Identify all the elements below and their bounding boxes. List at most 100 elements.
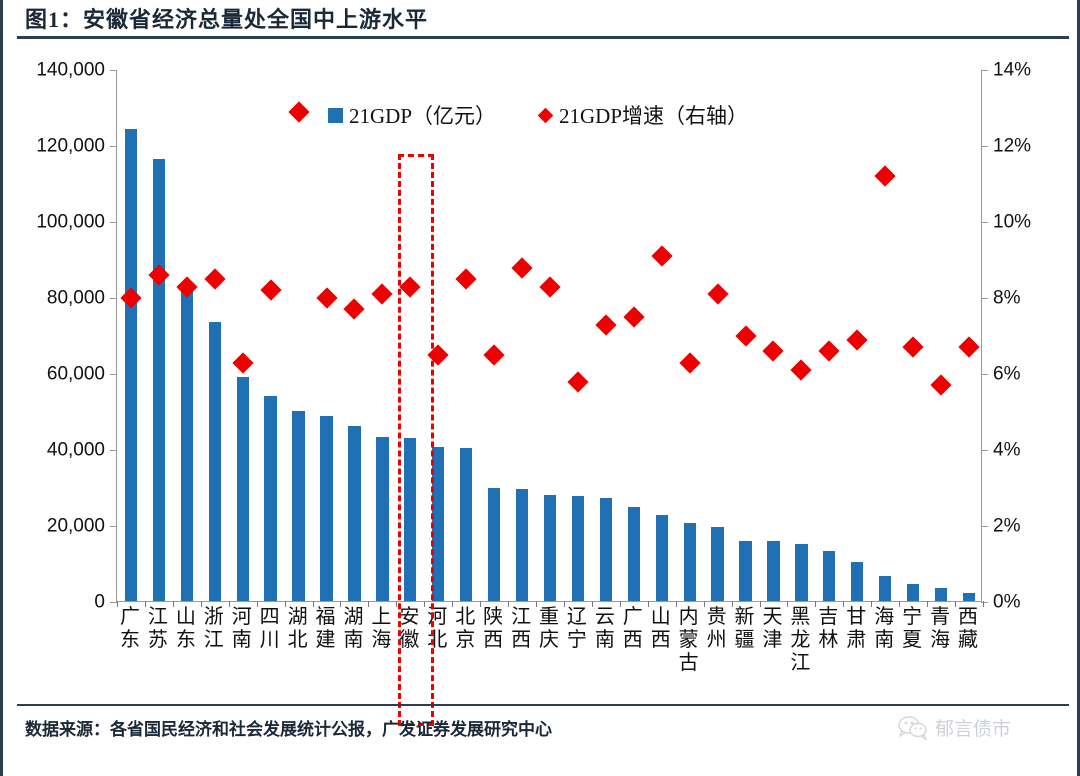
bar-广东 bbox=[124, 129, 138, 601]
x-axis-tick bbox=[536, 601, 538, 607]
x-axis-tick bbox=[983, 601, 984, 607]
chart-area: 21GDP（亿元） 21GDP增速（右轴） 0 20,000 40,000 60,00… bbox=[3, 44, 1080, 726]
y-axis-left-label: 40,000 bbox=[46, 439, 105, 461]
y-axis-left-label: 60,000 bbox=[46, 363, 105, 385]
datapoint-江西 bbox=[511, 256, 533, 279]
y-axis-right-label: 8% bbox=[993, 287, 1021, 309]
x-axis-tick bbox=[815, 601, 817, 607]
x-axis-label-青海: 青海 bbox=[930, 606, 951, 652]
bar-宁夏 bbox=[907, 583, 920, 601]
y-axis-right-tick bbox=[981, 222, 988, 223]
bar-江西 bbox=[515, 488, 529, 601]
x-axis-label-江苏: 江苏 bbox=[147, 606, 168, 652]
x-axis-label-陕西: 陕西 bbox=[483, 606, 504, 652]
x-axis-tick bbox=[117, 601, 118, 607]
legend-item-gdp: 21GDP（亿元） bbox=[328, 100, 496, 130]
bar-山东 bbox=[180, 285, 193, 601]
y-axis-left-label: 80,000 bbox=[46, 287, 105, 309]
footer-divider bbox=[17, 704, 1069, 706]
x-axis-tick bbox=[396, 601, 398, 607]
x-axis-label-西藏: 西藏 bbox=[958, 606, 979, 652]
x-axis-tick bbox=[843, 601, 845, 607]
bar-山西 bbox=[655, 515, 668, 601]
x-axis-tick bbox=[703, 601, 705, 607]
datapoint-云南 bbox=[595, 313, 617, 336]
datapoint-新疆 bbox=[734, 325, 757, 347]
x-axis-tick bbox=[759, 601, 761, 607]
legend-label-gdp: 21GDP（亿元） bbox=[349, 104, 497, 128]
chart-legend: 21GDP（亿元） 21GDP增速（右轴） bbox=[328, 100, 748, 130]
datapoint-辽宁 bbox=[567, 370, 589, 393]
bar-重庆 bbox=[543, 494, 557, 601]
datapoint-黑龙江 bbox=[790, 359, 813, 381]
bar-海南 bbox=[879, 576, 892, 601]
x-axis-label-重庆: 重庆 bbox=[539, 606, 559, 652]
bar-辽宁 bbox=[571, 496, 585, 601]
x-axis-label-广东: 广东 bbox=[119, 606, 140, 652]
x-axis-tick bbox=[675, 601, 677, 607]
x-axis-tick bbox=[228, 601, 230, 607]
datapoint-青海 bbox=[930, 374, 952, 396]
x-axis-label-黑龙江: 黑龙江 bbox=[790, 606, 811, 675]
y-axis-right-tick bbox=[981, 374, 988, 375]
datapoint-北京 bbox=[455, 268, 477, 290]
x-axis-label-广西: 广西 bbox=[622, 606, 643, 652]
y-axis-left-tick bbox=[110, 298, 117, 299]
bar-河北 bbox=[432, 447, 445, 601]
datapoint-广东 bbox=[120, 287, 142, 309]
x-axis-tick bbox=[424, 601, 426, 607]
x-axis-tick bbox=[899, 601, 901, 607]
x-axis-tick bbox=[619, 601, 621, 607]
x-axis-tick bbox=[480, 601, 482, 607]
bar-青海 bbox=[934, 588, 948, 601]
watermark: 郁言债市 bbox=[898, 714, 1011, 741]
x-axis-label-河南: 河南 bbox=[231, 606, 252, 652]
x-axis-tick bbox=[368, 601, 370, 607]
x-axis-label-上海: 上海 bbox=[371, 606, 392, 652]
page-title: 图1：安徽省经济总量处全国中上游水平 bbox=[25, 7, 429, 32]
bar-江苏 bbox=[152, 158, 166, 601]
y-axis-right-tick bbox=[981, 450, 988, 451]
bar-四川 bbox=[264, 396, 277, 601]
y-axis-left-tick bbox=[110, 222, 117, 223]
bar-河南 bbox=[236, 377, 249, 601]
bar-西藏 bbox=[962, 593, 976, 601]
datapoint-四川 bbox=[260, 279, 282, 301]
y-axis-left-tick bbox=[110, 374, 117, 375]
x-axis-label-云南: 云南 bbox=[594, 606, 615, 652]
datapoint-浙江 bbox=[204, 268, 226, 290]
datapoint-陕西 bbox=[483, 344, 505, 366]
bar-福建 bbox=[320, 415, 333, 601]
x-axis-labels: 广东 江苏 山东 浙江 河南 四川 湖北 福建 湖南 上海 安徽 河北 北京 陕西 江西 重庆 辽宁 云南 广西 山西… bbox=[116, 606, 982, 702]
datapoint-海南 bbox=[874, 165, 896, 187]
y-axis-right-label: 12% bbox=[993, 135, 1032, 157]
datapoint-福建 bbox=[315, 287, 338, 309]
y-axis-right-label: 10% bbox=[993, 211, 1032, 233]
y-axis-right-label: 6% bbox=[993, 363, 1021, 385]
x-axis-tick bbox=[731, 601, 733, 607]
x-axis-tick bbox=[172, 601, 174, 607]
x-axis-tick bbox=[312, 601, 314, 607]
datapoint-西藏 bbox=[958, 336, 980, 358]
datapoint-湖南 bbox=[343, 298, 366, 320]
datapoint-重庆 bbox=[539, 275, 561, 298]
y-axis-left-label: 120,000 bbox=[36, 135, 105, 157]
figure-header: 图1：安徽省经济总量处全国中上游水平 bbox=[3, 0, 1080, 40]
bar-安徽 bbox=[404, 437, 417, 601]
bar-黑龙江 bbox=[795, 544, 808, 601]
y-axis-left-label: 140,000 bbox=[36, 59, 105, 81]
bar-天津 bbox=[767, 541, 780, 601]
x-axis-label-甘肃: 甘肃 bbox=[846, 606, 867, 652]
datapoint-山西 bbox=[651, 245, 673, 267]
y-axis-right-tick bbox=[981, 146, 988, 147]
source-note: 数据来源：各省国民经济和社会发展统计公报，广发证券发展研究中心 bbox=[25, 720, 552, 739]
bar-北京 bbox=[460, 447, 473, 601]
bar-云南 bbox=[599, 498, 612, 601]
x-axis-label-海南: 海南 bbox=[874, 606, 895, 652]
plot-area: 0 20,000 40,000 60,000 80,000 100,000 120,000 1… bbox=[36, 61, 1031, 612]
x-axis-label-山西: 山西 bbox=[650, 606, 671, 652]
bar-湖南 bbox=[348, 425, 361, 601]
y-axis-left-tick bbox=[110, 450, 117, 451]
x-axis-label-天津: 天津 bbox=[762, 606, 783, 652]
datapoint-吉林 bbox=[818, 340, 840, 362]
